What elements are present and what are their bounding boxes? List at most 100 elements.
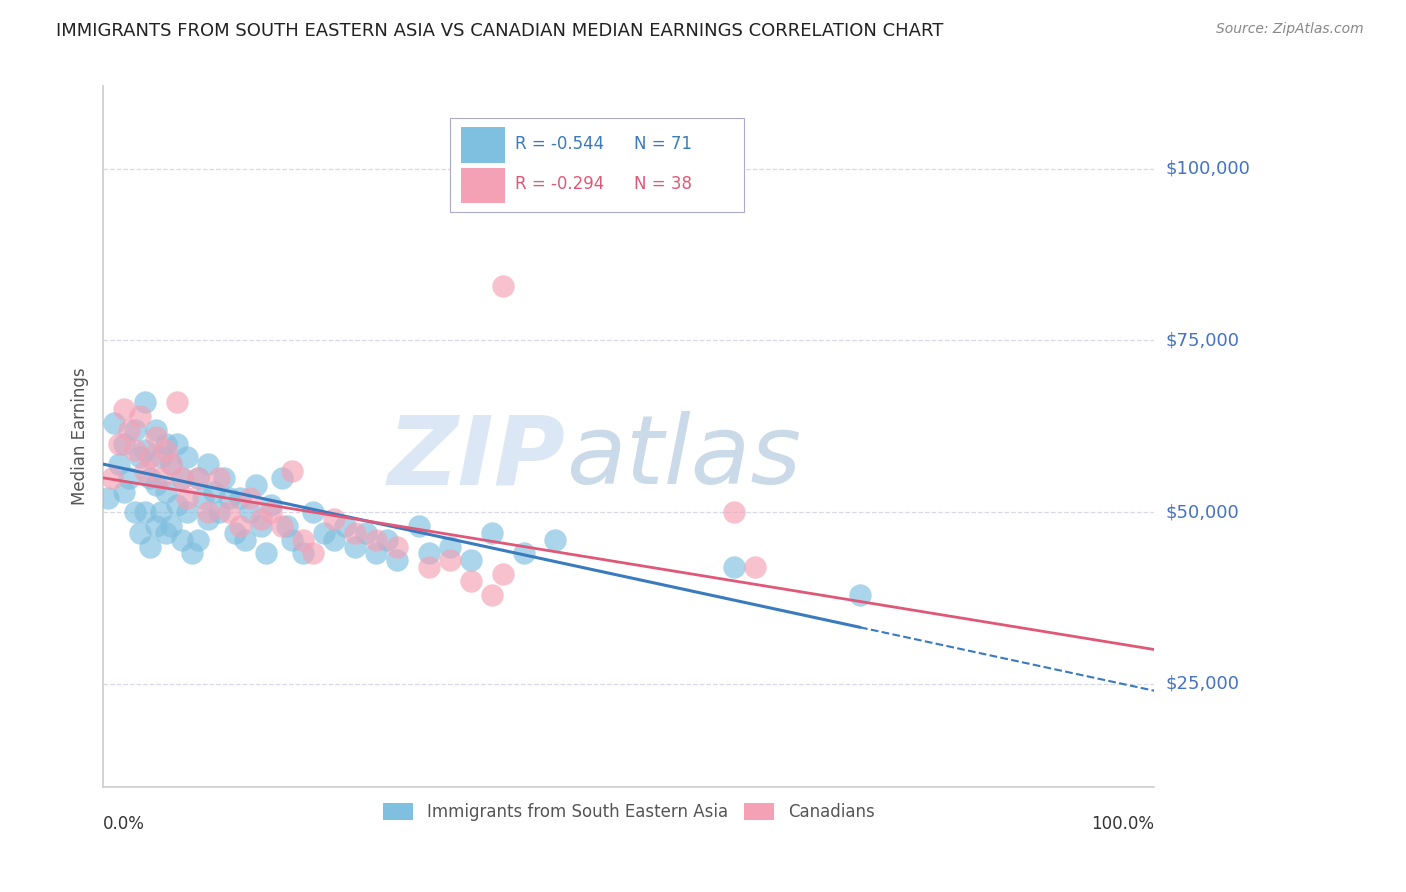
Point	[302, 546, 325, 560]
Point	[108, 457, 131, 471]
Point	[176, 505, 198, 519]
Point	[270, 471, 292, 485]
Point	[139, 450, 162, 465]
Point	[149, 505, 172, 519]
Point	[418, 546, 440, 560]
Point	[281, 533, 304, 547]
Point	[270, 519, 292, 533]
Point	[229, 491, 252, 506]
Text: 0.0%: 0.0%	[103, 815, 145, 833]
Point	[723, 505, 745, 519]
Point	[481, 588, 503, 602]
Point	[439, 553, 461, 567]
Point	[302, 505, 325, 519]
Point	[145, 430, 167, 444]
Text: $50,000: $50,000	[1166, 503, 1239, 521]
Point	[208, 505, 231, 519]
Point	[170, 471, 193, 485]
Text: 100.0%: 100.0%	[1091, 815, 1154, 833]
Point	[344, 525, 367, 540]
Point	[375, 533, 398, 547]
Point	[439, 540, 461, 554]
Point	[224, 525, 246, 540]
Text: $100,000: $100,000	[1166, 160, 1250, 178]
Point	[312, 525, 335, 540]
FancyBboxPatch shape	[461, 168, 505, 203]
Point	[97, 491, 120, 506]
Point	[723, 560, 745, 574]
Text: Source: ZipAtlas.com: Source: ZipAtlas.com	[1216, 22, 1364, 37]
Point	[333, 519, 356, 533]
FancyBboxPatch shape	[450, 118, 744, 212]
Point	[491, 567, 513, 582]
Point	[149, 471, 172, 485]
Point	[460, 553, 482, 567]
Point	[149, 450, 172, 465]
Point	[481, 525, 503, 540]
Point	[155, 443, 177, 458]
Point	[160, 519, 183, 533]
Text: atlas: atlas	[565, 411, 800, 504]
Point	[100, 471, 122, 485]
Point	[170, 533, 193, 547]
Point	[129, 525, 152, 540]
Point	[166, 436, 188, 450]
Point	[281, 464, 304, 478]
FancyBboxPatch shape	[461, 127, 505, 162]
Point	[155, 484, 177, 499]
Text: $25,000: $25,000	[1166, 675, 1240, 693]
Point	[276, 519, 298, 533]
Point	[512, 546, 534, 560]
Point	[108, 436, 131, 450]
Point	[166, 395, 188, 409]
Point	[160, 457, 183, 471]
Point	[260, 505, 283, 519]
Point	[491, 278, 513, 293]
Point	[155, 436, 177, 450]
Point	[134, 464, 156, 478]
Point	[323, 533, 346, 547]
Text: R = -0.294: R = -0.294	[515, 176, 605, 194]
Point	[129, 450, 152, 465]
Point	[134, 395, 156, 409]
Point	[187, 471, 209, 485]
Y-axis label: Median Earnings: Median Earnings	[72, 368, 89, 506]
Point	[191, 491, 214, 506]
Point	[387, 553, 409, 567]
Point	[112, 436, 135, 450]
Point	[418, 560, 440, 574]
Point	[129, 409, 152, 423]
Point	[176, 450, 198, 465]
Point	[112, 484, 135, 499]
Point	[260, 499, 283, 513]
Point	[291, 533, 314, 547]
Point	[134, 505, 156, 519]
Point	[160, 457, 183, 471]
Point	[139, 540, 162, 554]
Point	[202, 484, 225, 499]
Point	[323, 512, 346, 526]
Point	[118, 423, 141, 437]
Point	[344, 540, 367, 554]
Text: R = -0.544: R = -0.544	[515, 135, 605, 153]
Point	[187, 533, 209, 547]
Text: N = 38: N = 38	[634, 176, 692, 194]
Point	[218, 491, 240, 506]
Point	[118, 471, 141, 485]
Point	[139, 471, 162, 485]
Point	[254, 546, 277, 560]
Point	[354, 525, 377, 540]
Point	[291, 546, 314, 560]
Point	[460, 574, 482, 588]
Point	[134, 443, 156, 458]
Point	[387, 540, 409, 554]
Point	[744, 560, 766, 574]
Point	[124, 505, 146, 519]
Point	[212, 471, 235, 485]
Point	[166, 499, 188, 513]
Point	[124, 423, 146, 437]
Point	[239, 491, 262, 506]
Point	[181, 546, 204, 560]
Point	[124, 443, 146, 458]
Point	[849, 588, 872, 602]
